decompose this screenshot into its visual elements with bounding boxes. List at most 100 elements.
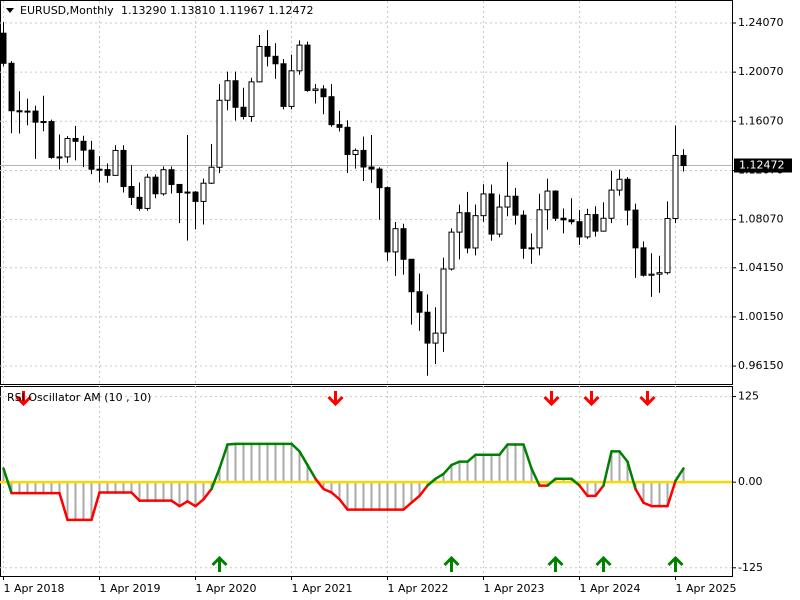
candle-body [80,140,87,151]
oscillator-line [466,453,477,463]
sell-arrow [639,391,656,407]
oscillator-line [634,487,645,504]
oscillator-line [642,501,653,508]
x-tick-label: 1 Apr 2025 [676,582,737,595]
candle-body [256,45,263,83]
sell-arrow [543,391,560,407]
buy-arrow [211,555,228,572]
oscillator-line [530,467,541,487]
oscillator-line [2,467,13,495]
oscillator-line [402,501,413,511]
oscillator-line [178,500,189,508]
sell-arrow [327,391,344,407]
oscillator-line [290,442,301,453]
buy-arrow [667,555,684,572]
oscillator-line [58,491,69,522]
oscillator-line [410,494,421,504]
oscillator-line [90,491,101,522]
price-panel-border [0,0,733,385]
candle-body [632,209,639,249]
oscillator-line [594,484,605,498]
candle-body [408,258,415,293]
candle-body [592,214,599,232]
candle-body [272,55,279,65]
candle-body [520,214,527,249]
buy-arrow [443,555,460,572]
candle-body [392,228,399,253]
candle-body [24,110,31,113]
candle-body [440,268,447,334]
candle-body [384,187,391,253]
candle-body [96,168,103,171]
candle-body [584,214,591,238]
y-tick-label: 1.20070 [738,65,784,78]
oscillator-line [202,487,213,501]
candle-body [320,88,327,98]
candle-body [8,62,15,112]
y-tick-label: 1.24070 [738,16,784,29]
candle-body [112,149,119,176]
y-tick-label: 1.04150 [738,261,784,274]
candle-body [456,212,463,233]
oscillator-line [338,498,349,511]
candle-body [544,190,551,211]
buy-arrow [595,555,612,572]
oscillator-line [522,443,533,470]
last-price-label: 1.12472 [739,159,785,172]
x-tick-label: 1 Apr 2021 [292,582,353,595]
y-tick-label: 0.00 [738,475,763,488]
sell-arrow [583,391,600,407]
x-tick-label: 1 Apr 2019 [100,582,161,595]
candle-body [192,191,199,202]
x-tick-label: 1 Apr 2024 [580,582,641,595]
candle-body [224,80,231,101]
oscillator-line [602,450,613,487]
candle-body [640,247,647,276]
candle-body [40,121,47,124]
candle-body [184,191,191,194]
candle-body [208,166,215,184]
candle-body [200,182,207,202]
oscillator-line [298,450,309,467]
x-tick-label: 1 Apr 2020 [196,582,257,595]
candle-body [552,190,559,219]
candle-body [232,80,239,108]
oscillator-line [186,500,197,508]
ohlc-header: 1.13290 1.13810 1.11967 1.12472 [121,4,313,17]
candle-body [648,273,655,276]
candle-body [136,196,143,209]
candle-body [376,168,383,189]
y-tick-label: 1.08070 [738,213,784,226]
candle-body [296,44,303,72]
oscillator-line [442,463,453,476]
candle-body [304,44,311,91]
symbol-title: EURUSD,Monthly [20,4,114,17]
candle-body [432,332,439,344]
oscillator-line [570,477,581,487]
candle-body [568,219,575,223]
candle-body [496,206,503,235]
candle-body [616,178,623,191]
oscillator-line [130,491,141,502]
candle-body [160,169,167,195]
candle-body [344,126,351,155]
candle-body [32,110,39,123]
candle-body [64,137,71,158]
candle-body [48,121,55,158]
candle-body [480,193,487,217]
candle-body [88,149,95,170]
oscillator-line [450,460,461,467]
candle-body [576,221,583,238]
oscillator-line [170,499,181,508]
candle-body [216,99,223,168]
x-tick-label: 1 Apr 2023 [484,582,545,595]
y-tick-label: 0.96150 [738,359,784,372]
candle-body [424,311,431,344]
candle-body [144,176,151,209]
oscillator-line [418,484,429,498]
candle-body [280,63,287,107]
oscillator-line [498,443,509,457]
candle-body [248,81,255,118]
